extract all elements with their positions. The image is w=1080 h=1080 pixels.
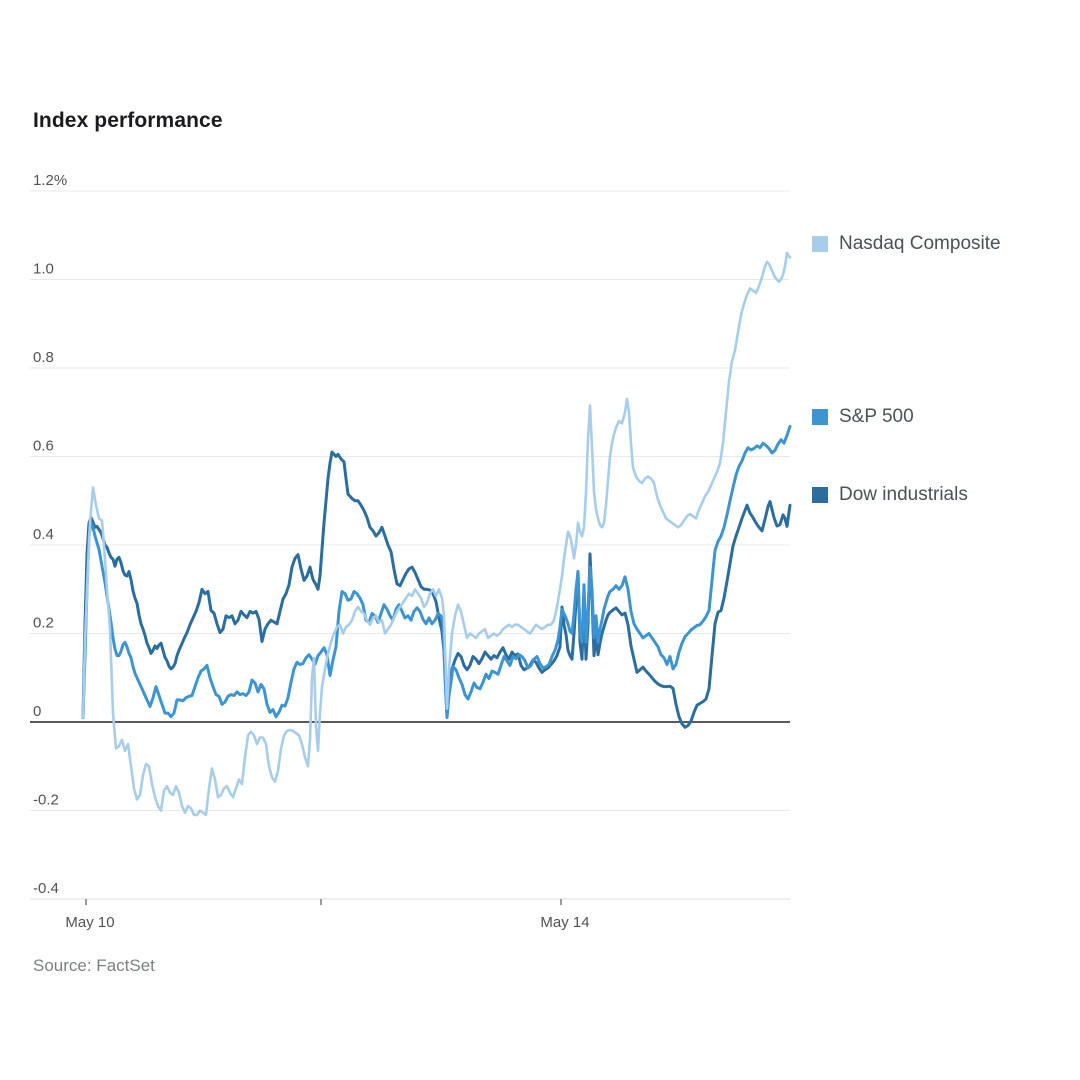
sp500-swatch-icon [812, 409, 828, 425]
x-axis-tick-label: May 10 [65, 914, 114, 931]
legend-label: Dow industrials [839, 484, 968, 505]
y-axis-tick-label: 0 [33, 703, 41, 720]
y-axis-tick-label: 0.8 [33, 349, 54, 366]
y-axis-tick-label: -0.2 [33, 792, 59, 809]
y-axis-tick-label: -0.4 [33, 880, 59, 897]
legend-item-nasdaq-composite: Nasdaq Composite [812, 233, 1001, 255]
y-axis-tick-label: 0.4 [33, 526, 54, 543]
dow-industrials-swatch-icon [812, 487, 828, 503]
chart-title: Index performance [33, 109, 223, 132]
legend-item-sp500: S&P 500 [812, 406, 914, 428]
y-axis-tick-label: 0.6 [33, 438, 54, 455]
legend-label: S&P 500 [839, 406, 914, 427]
y-axis-tick-label: 0.2 [33, 615, 54, 632]
source-credit: Source: FactSet [33, 956, 155, 975]
series-line-nasdaq-composite [81, 251, 792, 817]
y-axis-tick-label: 1.2% [33, 172, 67, 189]
legend-item-dow-industrials: Dow industrials [812, 484, 968, 506]
x-axis-tick-label: May 14 [540, 914, 589, 931]
legend-label: Nasdaq Composite [839, 233, 1001, 254]
nasdaq-composite-swatch-icon [812, 236, 828, 252]
series-line-s-p-500 [81, 424, 792, 720]
series-line-dow-industrials [81, 450, 792, 729]
y-axis-tick-label: 1.0 [33, 261, 54, 278]
